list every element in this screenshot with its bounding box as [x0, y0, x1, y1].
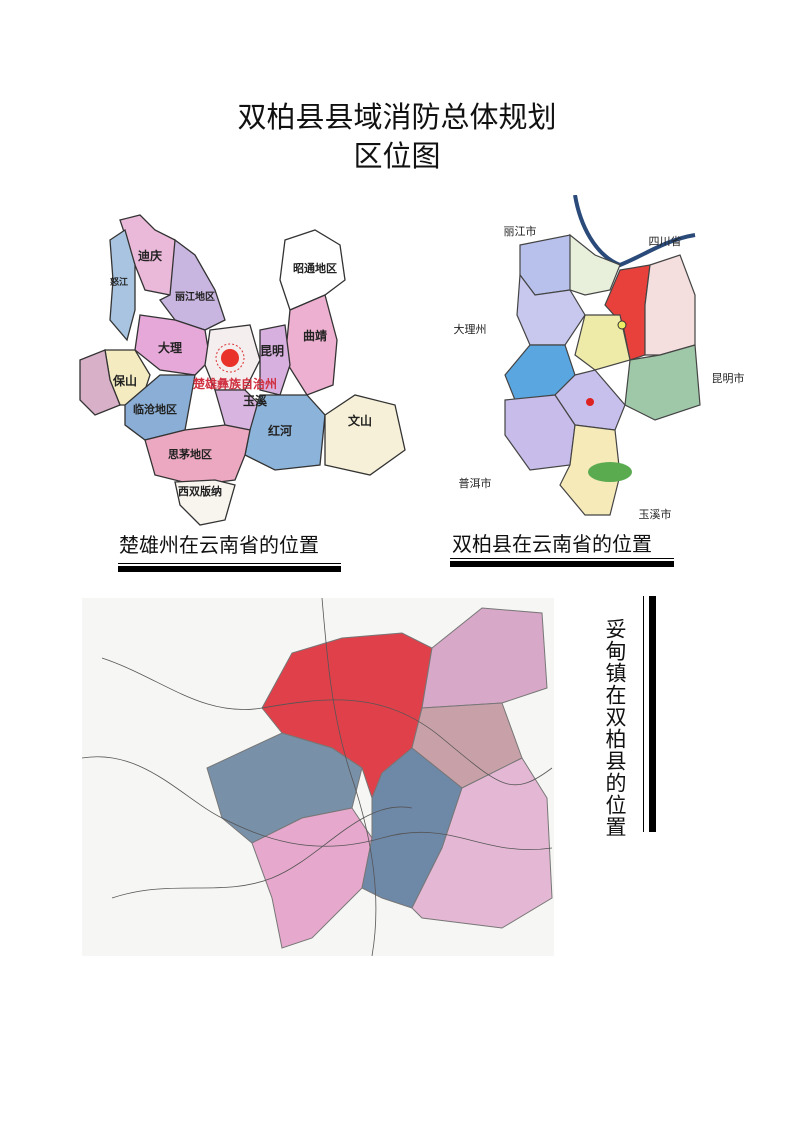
page-subtitle: 区位图 — [353, 139, 441, 173]
label-dali: 大理州 — [454, 322, 487, 336]
label-dali: 大理 — [158, 340, 182, 355]
map3-bar — [649, 596, 656, 832]
label-chuxiong: 楚雄彝族自治州 — [192, 376, 277, 391]
city-marker — [617, 320, 627, 330]
region-dehong — [79, 349, 121, 416]
region-dali — [134, 314, 211, 376]
label-kunming: 昆明 — [260, 344, 284, 358]
region-wenshan — [324, 394, 406, 476]
map3-thin-line — [643, 596, 644, 832]
page-title: 双柏县县域消防总体规划 — [237, 100, 557, 134]
label-baoshan: 保山 — [112, 373, 137, 388]
label-diqing: 迪庆 — [138, 248, 162, 263]
county-yaoan — [516, 273, 586, 346]
county-mouding — [574, 314, 631, 371]
map3-caption: 妥甸镇在双柏县的位置 — [603, 618, 627, 838]
label-puer: 普洱市 — [459, 476, 492, 490]
yunnan-province-map: 迪庆 怒江 丽江地区 昭通地区 大理 保山 楚雄彝族自治州 昆明 曲靖 临沧地区… — [79, 214, 406, 526]
map2-caption: 双柏县在云南省的位置 — [452, 532, 652, 556]
label-simao: 思茅地区 — [168, 447, 212, 461]
region-xishuangbanna — [174, 479, 236, 526]
chuxiong-marker — [221, 349, 239, 367]
shuangbai-county-map — [82, 598, 554, 956]
label-sichuan: 四川省 — [649, 235, 682, 248]
region-zhaotong — [279, 229, 346, 311]
label-yuxi: 玉溪市 — [639, 507, 672, 521]
map2-bar — [450, 561, 674, 567]
label-qujing: 曲靖 — [303, 328, 327, 343]
label-wenshan: 文山 — [348, 413, 372, 428]
county-wuding — [644, 254, 696, 356]
road-network — [82, 598, 553, 956]
label-nujiang: 怒江 — [110, 276, 128, 288]
region-qujing — [284, 294, 338, 396]
label-xishuangbanna: 西双版纳 — [178, 484, 222, 498]
label-honghe: 红河 — [268, 423, 292, 438]
highlight-ring — [215, 343, 245, 373]
label-zhaotong: 昭通地区 — [293, 261, 337, 275]
region-simao — [144, 424, 251, 486]
label-lijiang: 丽江地区 — [175, 290, 215, 303]
chuxiong-city-marker — [586, 398, 594, 406]
map1-bar — [118, 566, 341, 572]
map1-caption: 楚雄州在云南省的位置 — [119, 533, 319, 557]
label-lijiang: 丽江市 — [504, 224, 537, 238]
shuangbai-highlight — [588, 462, 632, 482]
region-nujiang — [109, 228, 136, 342]
chuxiong-prefecture-map: 丽江市 四川省 大理州 昆明市 普洱市 玉溪市 — [454, 195, 745, 521]
label-lincang: 临沧地区 — [133, 402, 177, 416]
region-honghe — [244, 394, 326, 471]
label-kunming: 昆明市 — [712, 371, 745, 385]
map2-underline — [450, 558, 674, 559]
label-yuxi: 玉溪 — [243, 393, 268, 408]
map1-underline — [118, 563, 341, 564]
